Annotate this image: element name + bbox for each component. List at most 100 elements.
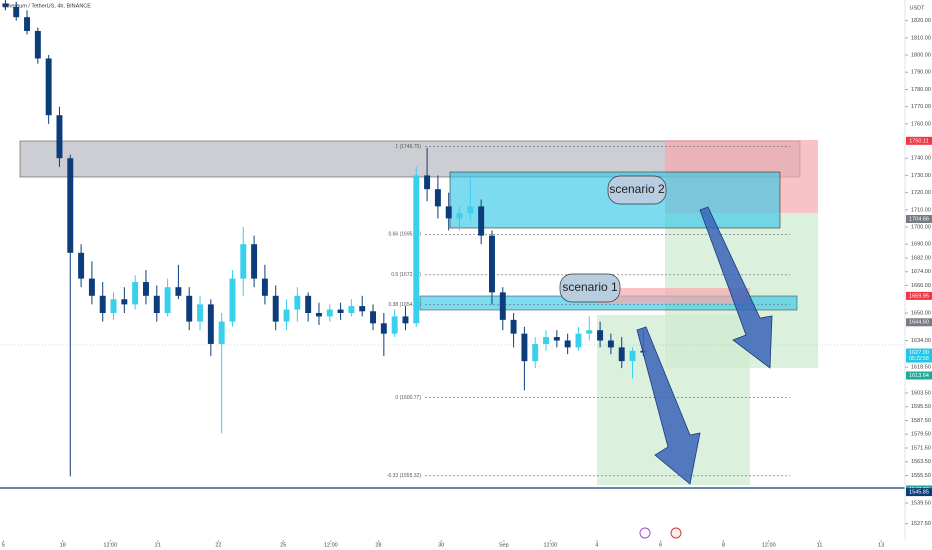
fib-label: 0.5 (1672.18) xyxy=(391,272,421,278)
y-tick-label: 1770.00 xyxy=(911,104,931,110)
price-badge xyxy=(906,371,932,380)
arrow xyxy=(699,206,773,369)
candle-body xyxy=(543,337,550,344)
candle-body xyxy=(445,206,452,219)
candle-body xyxy=(629,350,636,362)
x-tick-label: 22 xyxy=(215,542,221,548)
x-tick-label: 18 xyxy=(60,542,66,548)
x-tick-label: 13 xyxy=(878,542,884,548)
candle-body xyxy=(456,213,463,219)
y-tick-label: 1780.00 xyxy=(911,87,931,93)
candle-body xyxy=(618,347,625,362)
overlay: scenario 2 scenario 1 xyxy=(559,175,773,539)
fib-label: 0.38 (1654.75) xyxy=(388,302,421,308)
candle-body xyxy=(402,316,409,324)
y-tick-label: 1579.50 xyxy=(911,432,931,438)
candle-body xyxy=(370,311,377,324)
candle-body xyxy=(164,287,171,313)
arrow xyxy=(636,326,701,485)
candle-body xyxy=(499,292,506,320)
y-tick-label: 1690.00 xyxy=(911,242,931,248)
candle-body xyxy=(153,295,160,313)
x-tick-label: 12:00 xyxy=(103,542,117,548)
y-tick-label: 1587.50 xyxy=(911,418,931,424)
candle-body xyxy=(586,330,593,334)
y-tick-label: 1682.00 xyxy=(911,255,931,261)
candle-body xyxy=(348,306,355,313)
y-tick-label: 1730.00 xyxy=(911,173,931,179)
price-badge-label: 1659.95 xyxy=(909,293,929,299)
price-badge xyxy=(906,136,932,145)
candle-body xyxy=(56,115,63,159)
y-tick-label: 1555.50 xyxy=(911,473,931,479)
candle-body xyxy=(261,278,268,296)
candle-body xyxy=(488,235,495,293)
candle-body xyxy=(24,17,31,31)
annotation: scenario 1 xyxy=(562,280,618,294)
stop-zone xyxy=(597,288,750,303)
x-tick-label: 4 xyxy=(595,542,598,548)
candles xyxy=(2,0,647,477)
candle-body xyxy=(305,295,312,313)
fib-label: -0.33 (1555.32) xyxy=(387,473,422,479)
price-badge-label: 1644.60 xyxy=(909,320,929,326)
y-tick-label: 1710.00 xyxy=(911,207,931,213)
candle-body xyxy=(272,295,279,322)
candle-body xyxy=(294,295,301,310)
x-tick-label: Sep xyxy=(499,542,509,548)
price-badge xyxy=(906,214,932,223)
y-tick-label: 1603.50 xyxy=(911,390,931,396)
price-badge xyxy=(906,348,932,363)
candle-body xyxy=(132,282,139,305)
candle-body xyxy=(359,306,366,312)
event-icon[interactable] xyxy=(670,527,682,539)
currency: USDT xyxy=(910,5,926,11)
y-tick-label: 1700.00 xyxy=(911,224,931,230)
candle-body xyxy=(532,343,539,362)
candle-body xyxy=(67,158,74,253)
candle-body xyxy=(434,189,441,207)
candle-body xyxy=(229,278,236,322)
candle-body xyxy=(575,333,582,348)
callout xyxy=(559,273,621,303)
x-tick-label: 12:00 xyxy=(324,542,338,548)
y-tick-label: 1760.00 xyxy=(911,121,931,127)
candle-body xyxy=(564,340,571,348)
candle-body xyxy=(607,340,614,348)
y-tick-label: 1634.00 xyxy=(911,338,931,344)
event-icon[interactable] xyxy=(639,527,651,539)
x-tick-label: 11 xyxy=(817,542,823,548)
y-tick-label: 1650.00 xyxy=(911,310,931,316)
x-tick-label: 12:00 xyxy=(762,542,776,548)
candle-body xyxy=(45,58,52,116)
x-tick-label: 12:00 xyxy=(543,542,557,548)
chart-title: Ethereum / TetherUS, 4h, BINANCE xyxy=(3,3,91,9)
y-tick-label: 1527.50 xyxy=(911,521,931,527)
candle-body xyxy=(315,312,322,317)
candle-body xyxy=(186,295,193,322)
candle-body xyxy=(13,6,20,18)
y-tick-label: 1720.00 xyxy=(911,190,931,196)
candle-body xyxy=(467,206,474,214)
candle-body xyxy=(34,30,41,59)
y-tick-label: 1539.50 xyxy=(911,500,931,506)
y-tick-label: 1810.00 xyxy=(911,35,931,41)
fib-label: 0.66 (1695.69) xyxy=(388,232,421,238)
candle-body xyxy=(207,304,214,344)
price-badge-label: 1627.00 xyxy=(909,350,929,356)
candle-body xyxy=(553,337,560,341)
price-badge-label: 1750.11 xyxy=(909,138,928,144)
candle-body xyxy=(110,299,117,313)
candle-body xyxy=(391,316,398,334)
price-badge-label: 1613.64 xyxy=(909,373,929,379)
y-tick-label: 1563.50 xyxy=(911,459,931,465)
y-tick-label: 1790.00 xyxy=(911,70,931,76)
candle-body xyxy=(510,319,517,334)
x-tick-label: 21 xyxy=(155,542,161,548)
candle-body xyxy=(413,175,420,324)
price-badge-label: 1704.66 xyxy=(909,216,929,222)
candle-body xyxy=(142,282,149,296)
candle-body xyxy=(337,309,344,313)
x-tick-label: 28 xyxy=(375,542,381,548)
